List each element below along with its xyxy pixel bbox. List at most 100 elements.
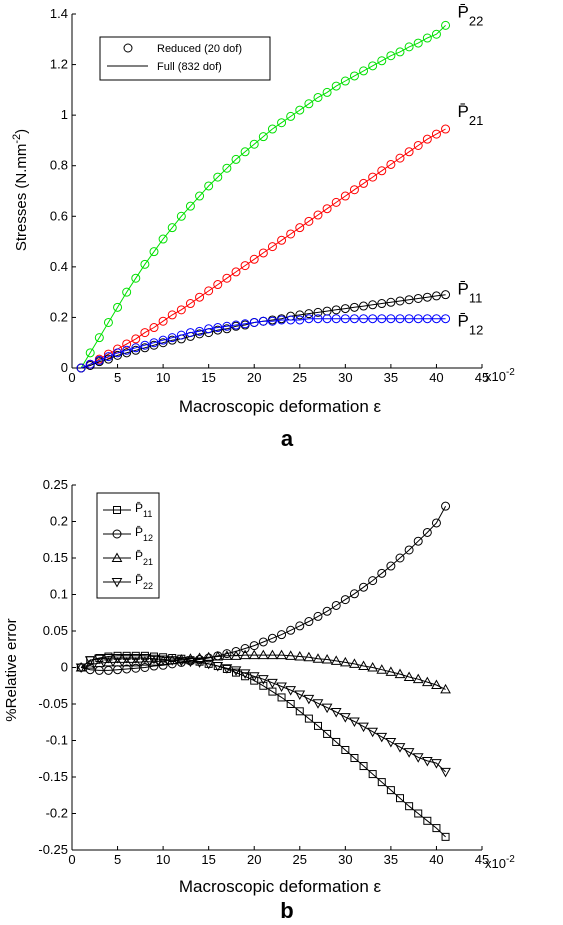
series-a-22-point <box>167 223 177 233</box>
series-b-22-point <box>440 767 451 778</box>
series-b-22-point <box>84 656 96 666</box>
series-b-12-point <box>322 606 332 616</box>
chart-a-y-tick-label: 0.2 <box>50 309 68 324</box>
series-a-12-point <box>349 314 359 324</box>
legend-b-12-label: P̄12 <box>135 525 153 543</box>
chart-a-x-tick-label: 0 <box>68 370 75 385</box>
series-b-12-point <box>413 536 423 546</box>
chart-b-x-label: Macroscopic deformation ε <box>179 877 382 896</box>
series-b-12-point <box>368 576 378 586</box>
series-b-11-point <box>359 762 368 771</box>
series-b-21-point <box>303 651 315 662</box>
series-a-11 <box>76 290 451 373</box>
series-a-21-point <box>277 235 287 245</box>
legend-b-12-marker <box>112 529 122 539</box>
series-b-11-point <box>286 700 295 708</box>
series-b-11-point <box>250 676 259 685</box>
series-a-21-point <box>322 204 332 214</box>
chart-b-legend: P̄11 P̄12 P̄21 P̄22 <box>96 492 160 599</box>
series-b-11-point <box>414 809 423 818</box>
series-a-11-point <box>331 305 341 315</box>
chart-a: 0 5 10 15 20 25 30 35 40 45 0 0.2 0.4 0.6 0.8 1 1.2 1.4 x… <box>11 2 515 451</box>
series-b-11-point <box>295 707 304 716</box>
series-a-21-point <box>368 172 378 182</box>
series-a-22-point <box>340 76 350 86</box>
series-a-12-point <box>295 315 305 325</box>
series-a-22-point <box>158 234 168 244</box>
chart-a-x-label: Macroscopic deformation ε <box>179 397 382 416</box>
chart-a-x-tick-label: 5 <box>114 370 121 385</box>
series-b-12-point <box>277 630 287 640</box>
series-a-22-point <box>195 191 205 201</box>
series-b-22-point <box>431 759 442 769</box>
series-a-21-point <box>413 140 423 150</box>
series-b-22-point <box>421 756 433 767</box>
chart-b-y-tick-label: -0.2 <box>46 806 68 821</box>
series-b-12-point <box>267 633 277 643</box>
series-a-12-point <box>131 343 141 353</box>
chart-a-y-tick-label: 1 <box>61 107 68 122</box>
legend-b-22-marker <box>111 578 123 588</box>
series-a-12 <box>76 314 451 373</box>
legend-b-11-marker <box>113 506 121 514</box>
series-b-21-point <box>112 656 123 667</box>
series-a-21-point <box>140 328 150 338</box>
series-a-11-point <box>122 348 132 358</box>
series-a-22-point <box>231 154 241 164</box>
series-b-22-point <box>75 663 87 674</box>
series-a-21-point <box>313 210 323 220</box>
series-b-22-point <box>376 732 388 743</box>
series-b-12-point <box>349 589 359 599</box>
series-a-12-line <box>80 318 446 369</box>
series-a-22-point <box>258 132 268 142</box>
chart-a-x-tick-label: 20 <box>247 370 261 385</box>
series-b-11-point <box>377 778 386 787</box>
series-a-11-point <box>386 297 396 307</box>
series-a-11-point <box>395 296 405 306</box>
series-b-21-point <box>312 653 324 663</box>
series-b-11-point <box>341 745 350 754</box>
series-b-21-point <box>376 664 388 674</box>
series-a-12-point <box>404 314 414 324</box>
series-a-22-point <box>176 211 186 221</box>
series-b-12-point <box>313 611 323 621</box>
series-a-21-point <box>349 185 359 195</box>
series-b-21-point <box>358 660 369 671</box>
series-b-22-point <box>330 708 342 718</box>
series-b-11-point <box>332 737 341 746</box>
series-b-11-point <box>432 824 441 833</box>
series-a-21-point <box>195 292 205 302</box>
series-b-21-point <box>421 676 433 687</box>
series-b-11-point <box>396 794 404 803</box>
series-b-21-point <box>93 657 105 668</box>
series-b-22-point <box>412 753 424 763</box>
series-a-11-point <box>359 301 369 311</box>
chart-b-x-tick-label: 35 <box>384 852 398 867</box>
series-a-21-point <box>158 316 168 326</box>
series-a-22-point <box>222 163 232 173</box>
series-b-21-point <box>367 661 379 672</box>
series-b-21-point <box>440 683 451 694</box>
series-a-22-point <box>377 56 387 66</box>
series-b-22-point <box>194 658 205 668</box>
series-a-12-point <box>258 316 268 326</box>
series-b-12-point <box>222 649 232 659</box>
series-a-22-point <box>267 124 277 134</box>
series-b-21-point <box>121 656 133 667</box>
series-b-21-point <box>385 666 397 676</box>
series-a-11-point <box>413 293 423 303</box>
series-b-21-point <box>431 679 442 690</box>
series-a-12-point <box>103 352 113 362</box>
series-a-21-point <box>359 178 369 188</box>
chart-a-x-tick-label: 15 <box>201 370 215 385</box>
series-a-22-point <box>404 42 414 52</box>
series-a-12-point <box>395 314 405 324</box>
series-a-12-point <box>158 335 168 345</box>
series-b-21-point <box>257 649 269 660</box>
series-b-11-point <box>304 714 313 723</box>
series-b-22 <box>75 654 451 778</box>
series-b-22-point <box>139 654 151 664</box>
chart-b-x-tick-label: 30 <box>338 852 352 867</box>
series-a-21-point <box>231 267 241 277</box>
series-a-11-point <box>158 338 168 348</box>
